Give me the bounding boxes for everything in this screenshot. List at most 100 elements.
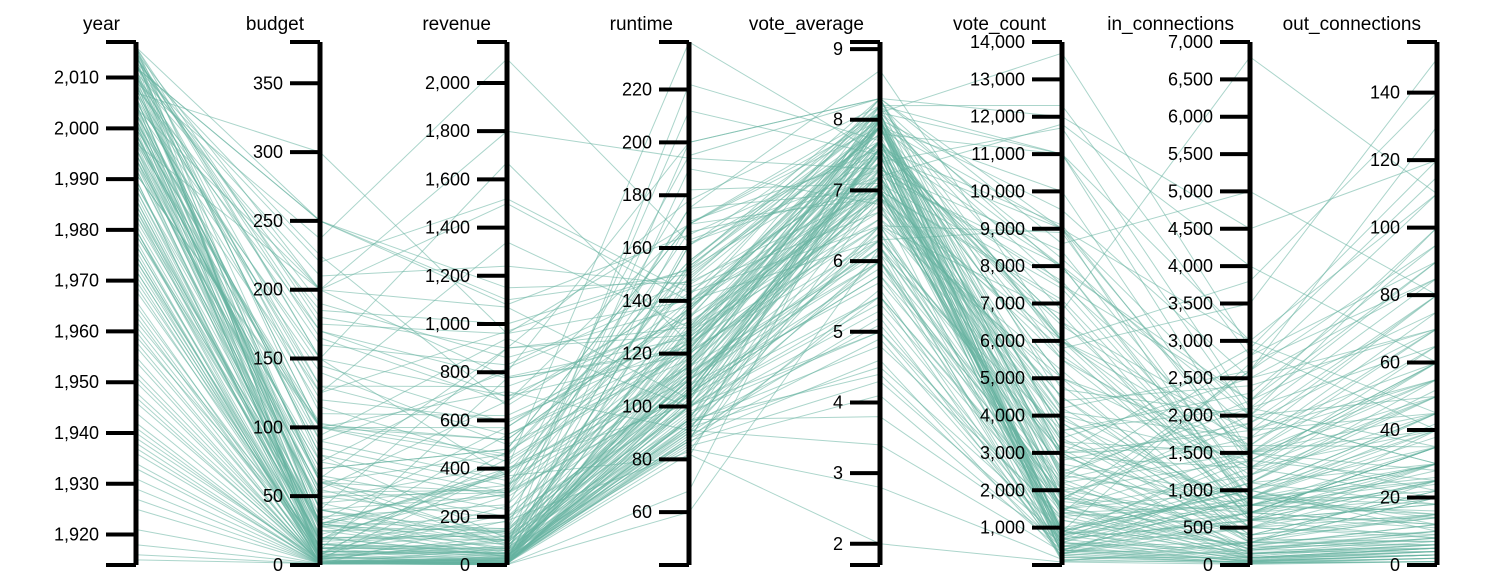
tick-label: 100 — [1370, 218, 1400, 238]
axis-year: 1,920 1,930 1,940 1,950 1,960 1,970 1,980 1,990… — [54, 14, 139, 567]
tick-label: 1,990 — [54, 169, 99, 189]
tick-label: 13,000 — [970, 69, 1025, 89]
tick-label: 2,500 — [1168, 368, 1213, 388]
record-line-167 — [135, 161, 1438, 565]
axis-title-revenue: revenue — [422, 14, 491, 35]
record-line-85 — [135, 102, 1438, 477]
record-line-123 — [135, 77, 1438, 560]
tick-label: 8 — [833, 110, 843, 130]
record-line-108 — [135, 189, 1438, 555]
record-line-142 — [135, 46, 1438, 559]
record-line-131 — [135, 118, 1438, 562]
record-line-87 — [135, 112, 1438, 499]
tick-label: 200 — [253, 280, 283, 300]
record-line-26 — [135, 175, 1438, 558]
record-line-137 — [135, 148, 1438, 550]
tick-label: 1,400 — [425, 218, 470, 238]
tick-label: 4,500 — [1168, 219, 1213, 239]
tick-label: 1,980 — [54, 220, 99, 240]
record-line-128 — [135, 102, 1438, 561]
tick-label: 120 — [1370, 150, 1400, 170]
record-line-144 — [135, 51, 1438, 539]
record-line-83 — [135, 92, 1438, 521]
tick-label: 9 — [833, 39, 843, 59]
tick-label: 220 — [622, 80, 652, 100]
record-line-90 — [135, 112, 1438, 455]
tick-label: 5 — [833, 322, 843, 342]
tick-label: 4 — [833, 392, 843, 412]
record-line-125 — [135, 87, 1438, 559]
tick-label: 1,000 — [980, 518, 1025, 538]
tick-label: 6,000 — [980, 331, 1025, 351]
axis-title-budget: budget — [246, 14, 305, 35]
record-line-80 — [135, 77, 1438, 505]
tick-label: 1,950 — [54, 372, 99, 392]
record-line-154 — [135, 112, 1438, 553]
record-line-145 — [135, 56, 1438, 525]
tick-label: 5,000 — [980, 368, 1025, 388]
record-line-84 — [135, 97, 1438, 511]
tick-label: 2 — [833, 534, 843, 554]
tick-label: 60 — [1380, 353, 1400, 373]
record-line-104 — [135, 140, 1438, 541]
record-line-92 — [135, 119, 1438, 470]
record-line-149 — [135, 82, 1438, 542]
tick-label: 600 — [440, 410, 470, 430]
axes: 1,920 1,930 1,940 1,950 1,960 1,970 1,980 1,990… — [54, 14, 1440, 575]
tick-label: 7 — [833, 180, 843, 200]
tick-label: 10,000 — [970, 181, 1025, 201]
record-line-151 — [135, 92, 1438, 536]
tick-label: 2,000 — [425, 73, 470, 93]
record-line-96 — [135, 97, 1438, 536]
record-line-138 — [135, 153, 1438, 547]
tick-label: 160 — [622, 238, 652, 258]
axis-out-connections: 0 20 40 60 80 100 120 140 out_connections — [1283, 14, 1440, 575]
tick-label: 2,010 — [54, 68, 99, 88]
axis-revenue: 0 200 400 600 800 1,000 1,200 1,400 1,600 1,800 2,… — [422, 14, 510, 575]
record-line-16 — [135, 119, 1438, 458]
tick-label: 1,800 — [425, 121, 470, 141]
tick-label: 1,970 — [54, 271, 99, 291]
axis-title-in-connections: in_connections — [1107, 14, 1234, 35]
tick-label: 1,940 — [54, 423, 99, 443]
axis-in-connections: 0 500 1,000 1,500 2,000 2,500 3,000 3,500 4,000 4… — [1107, 14, 1253, 575]
tick-label: 0 — [1203, 555, 1213, 575]
tick-label: 12,000 — [970, 107, 1025, 127]
record-line-95 — [135, 104, 1438, 490]
tick-label: 0 — [273, 555, 283, 575]
record-line-156 — [135, 133, 1438, 536]
tick-label: 150 — [253, 349, 283, 369]
record-line-132 — [135, 123, 1438, 565]
axis-title-vote-average: vote_average — [749, 14, 864, 35]
record-line-127 — [135, 97, 1438, 562]
tick-label: 3 — [833, 463, 843, 483]
tick-label: 5,500 — [1168, 144, 1213, 164]
axis-budget: 0 50 100 150 200 250 300 350 budget — [246, 14, 323, 575]
record-line-78 — [135, 72, 1438, 515]
tick-label: 140 — [1370, 83, 1400, 103]
tick-label: 200 — [440, 507, 470, 527]
axis-vote-count: 1,000 2,000 3,000 4,000 5,000 6,000 7,000 8,000… — [953, 14, 1065, 567]
tick-label: 120 — [622, 344, 652, 364]
tick-label: 80 — [632, 449, 652, 469]
record-line-70 — [135, 51, 1438, 532]
tick-label: 1,200 — [425, 266, 470, 286]
tick-label: 11,000 — [971, 144, 1025, 164]
tick-label: 1,920 — [54, 525, 99, 545]
record-line-159 — [135, 168, 1438, 528]
tick-label: 3,000 — [1168, 331, 1213, 351]
record-line-134 — [135, 133, 1438, 562]
tick-label: 9,000 — [980, 219, 1025, 239]
tick-label: 180 — [622, 185, 652, 205]
record-line-162 — [135, 175, 1438, 556]
tick-label: 4,000 — [980, 406, 1025, 426]
record-line-146 — [135, 62, 1438, 547]
record-line-103 — [135, 118, 1438, 555]
tick-label: 40 — [1380, 420, 1400, 440]
record-line-158 — [135, 158, 1438, 504]
tick-label: 400 — [440, 459, 470, 479]
tick-label: 300 — [253, 142, 283, 162]
tick-label: 1,000 — [1168, 480, 1213, 500]
tick-label: 800 — [440, 362, 470, 382]
tick-label: 2,000 — [980, 480, 1025, 500]
